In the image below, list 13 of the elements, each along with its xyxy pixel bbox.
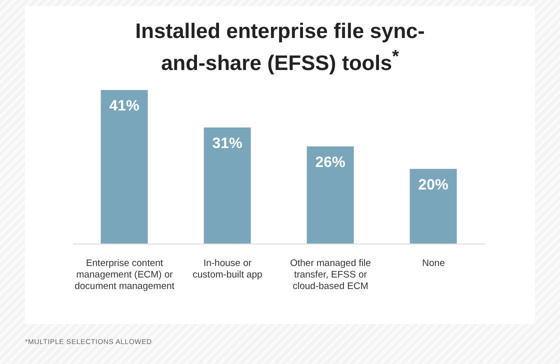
bar bbox=[204, 128, 251, 244]
data-label: 20% bbox=[418, 176, 448, 194]
x-tick-label: Other managed file transfer, EFSS or cloud-based ECM bbox=[290, 258, 371, 292]
x-tick-label: In-house or custom-built app bbox=[192, 258, 262, 280]
x-tick-label: Enterprise content management (ECM) or document management bbox=[74, 258, 175, 292]
data-label: 31% bbox=[212, 135, 242, 152]
data-label: 41% bbox=[109, 98, 140, 115]
bar bbox=[306, 146, 354, 244]
data-label: 26% bbox=[315, 154, 346, 171]
chart-title: Installed enterprise file sync-and-share (EFSS) tools$^{*}$ bbox=[135, 20, 425, 76]
x-tick-label: None bbox=[422, 258, 445, 269]
bar bbox=[410, 168, 457, 244]
bar bbox=[100, 90, 148, 244]
